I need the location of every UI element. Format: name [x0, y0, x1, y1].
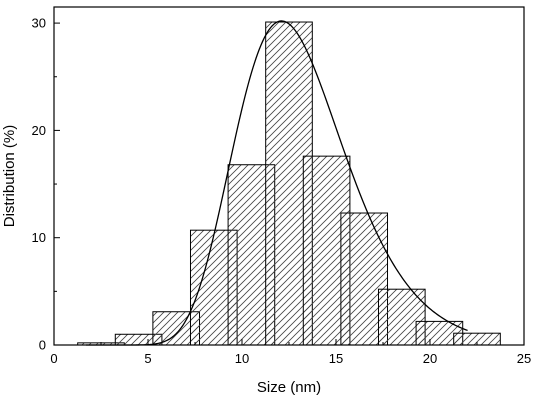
y-tick-label: 10	[32, 230, 46, 245]
y-axis-title: Distribution (%)	[1, 125, 18, 228]
x-axis-title: Size (nm)	[257, 379, 321, 396]
x-tick-label: 0	[50, 351, 57, 366]
x-tick-label: 25	[517, 351, 531, 366]
x-tick-label: 15	[329, 351, 343, 366]
bars	[77, 21, 501, 346]
x-tick-label: 20	[423, 351, 437, 366]
x-tick-label: 5	[144, 351, 151, 366]
y-tick-label: 20	[32, 123, 46, 138]
histogram-bar-8	[340, 212, 389, 346]
y-tick-label: 30	[32, 16, 46, 31]
y-tick-label: 0	[39, 338, 46, 353]
axis-ticks: 0 5 10 15 20 25 0 10 20 30	[32, 16, 532, 366]
x-tick-label: 10	[235, 351, 249, 366]
